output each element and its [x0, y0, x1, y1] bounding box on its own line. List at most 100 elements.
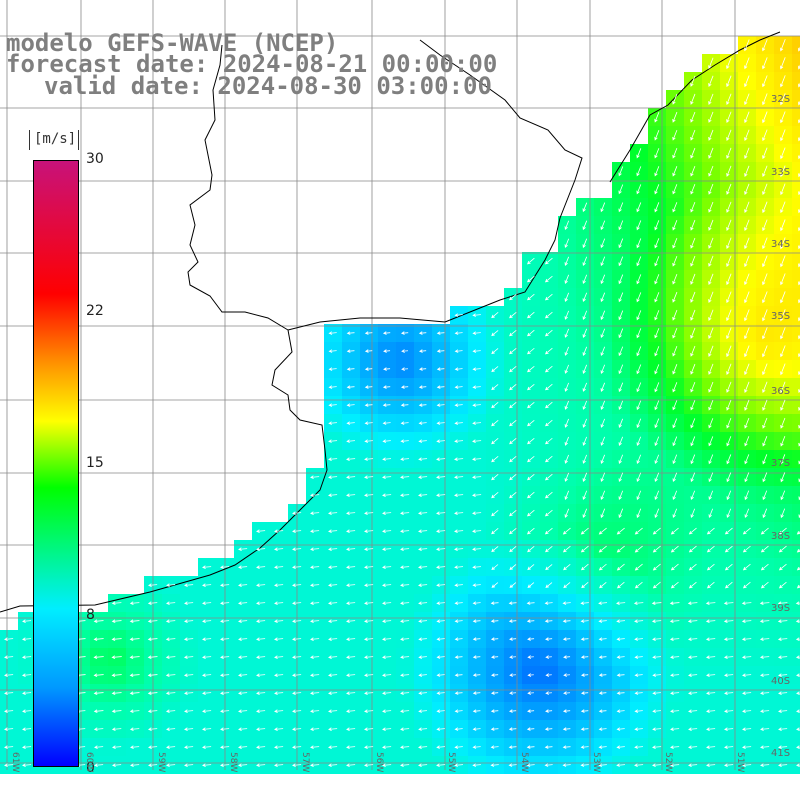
- wind-arrow: [130, 745, 140, 749]
- wind-arrow: [616, 581, 625, 589]
- wind-arrow: [454, 367, 463, 371]
- wind-arrow: [780, 291, 786, 304]
- wind-arrow: [202, 691, 212, 695]
- wind-arrow: [183, 655, 194, 659]
- wind-arrow: [256, 565, 266, 569]
- wind-arrow: [328, 655, 338, 659]
- wind-arrow: [545, 564, 553, 571]
- wind-arrow: [364, 457, 374, 461]
- wind-arrow: [491, 673, 499, 677]
- wind-arrow: [527, 582, 535, 588]
- wind-arrow: [708, 93, 714, 105]
- wind-arrow: [544, 491, 553, 499]
- wind-arrow: [400, 403, 409, 407]
- wind-arrow: [418, 457, 428, 461]
- wind-arrow: [796, 727, 800, 731]
- wind-arrow: [600, 220, 606, 231]
- wind-arrow: [400, 619, 410, 623]
- wind-arrow: [600, 202, 606, 213]
- wind-cell: [792, 72, 800, 90]
- wind-arrow: [690, 219, 696, 231]
- wind-arrow: [454, 727, 463, 731]
- wind-arrow: [654, 508, 660, 519]
- wind-arrow: [744, 219, 750, 232]
- wind-arrow: [454, 493, 464, 497]
- wind-arrow: [328, 331, 337, 335]
- wind-arrow: [598, 691, 607, 695]
- wind-arrow: [112, 745, 122, 749]
- wind-arrow: [364, 547, 374, 551]
- wind-arrow: [636, 202, 642, 213]
- wind-arrow: [634, 637, 643, 641]
- wind-arrow: [382, 547, 392, 551]
- wind-arrow: [400, 547, 410, 551]
- wind-arrow: [618, 436, 624, 446]
- wind-arrow: [184, 709, 194, 713]
- wind-arrow: [544, 509, 553, 517]
- wind-arrow: [634, 673, 643, 677]
- wind-arrow: [238, 565, 248, 569]
- wind-arrow: [600, 490, 606, 501]
- wind-arrow: [724, 581, 733, 589]
- wind-arrow: [220, 709, 230, 713]
- wind-arrow: [634, 581, 643, 589]
- wind-arrow: [148, 745, 158, 749]
- wind-arrow: [220, 727, 230, 731]
- wind-arrow: [382, 601, 392, 605]
- wind-arrow: [652, 745, 662, 749]
- wind-arrow: [346, 709, 356, 713]
- wind-arrow: [618, 346, 624, 357]
- wind-arrow: [744, 39, 750, 52]
- wind-arrow: [708, 454, 714, 465]
- wind-arrow: [274, 637, 284, 641]
- wind-arrow: [636, 364, 642, 375]
- colorbar-tick-8: 8: [86, 607, 95, 623]
- wind-arrow: [220, 763, 230, 767]
- wind-arrow: [184, 745, 194, 749]
- wind-arrow: [328, 691, 338, 695]
- wind-arrow: [436, 745, 446, 749]
- wind-arrow: [634, 527, 643, 535]
- wind-arrow: [400, 493, 410, 497]
- wind-arrow: [346, 403, 355, 407]
- wind-arrow: [274, 727, 284, 731]
- wind-arrow: [741, 601, 752, 605]
- wind-arrow: [564, 454, 569, 464]
- wind-arrow: [400, 583, 410, 587]
- wind-arrow: [744, 273, 750, 286]
- wind-arrow: [636, 454, 642, 465]
- wind-arrow: [238, 619, 248, 623]
- wind-arrow: [527, 329, 535, 337]
- wind-cell: [792, 144, 800, 162]
- wind-arrow: [454, 763, 463, 767]
- wind-arrow: [744, 93, 750, 106]
- wind-arrow: [472, 547, 482, 551]
- wind-arrow: [777, 601, 788, 605]
- wind-arrow: [600, 346, 606, 357]
- wind-arrow: [654, 184, 660, 195]
- wind-arrow: [436, 691, 445, 695]
- wind-arrow: [618, 490, 624, 501]
- coastline: [0, 31, 781, 613]
- wind-arrow: [634, 545, 643, 553]
- wind-arrow: [292, 619, 302, 623]
- wind-arrow: [708, 111, 714, 123]
- wind-arrow: [670, 673, 680, 677]
- wind-arrow: [636, 184, 642, 195]
- wind-arrow: [544, 601, 553, 605]
- wind-arrow: [580, 637, 589, 641]
- wind-arrow: [545, 401, 553, 409]
- wind-arrow: [723, 655, 734, 659]
- wind-arrow: [652, 763, 662, 767]
- wind-arrow: [166, 727, 176, 731]
- wind-arrow: [472, 601, 481, 605]
- wind-arrow: [759, 637, 770, 641]
- wind-arrow: [562, 727, 571, 731]
- wind-arrow: [148, 583, 158, 587]
- wind-arrow: [760, 745, 770, 749]
- wind-arrow: [690, 472, 696, 483]
- wind-arrow: [544, 257, 553, 265]
- wind-arrow: [509, 655, 517, 659]
- wind-arrow: [762, 291, 768, 304]
- wind-arrow: [724, 545, 733, 553]
